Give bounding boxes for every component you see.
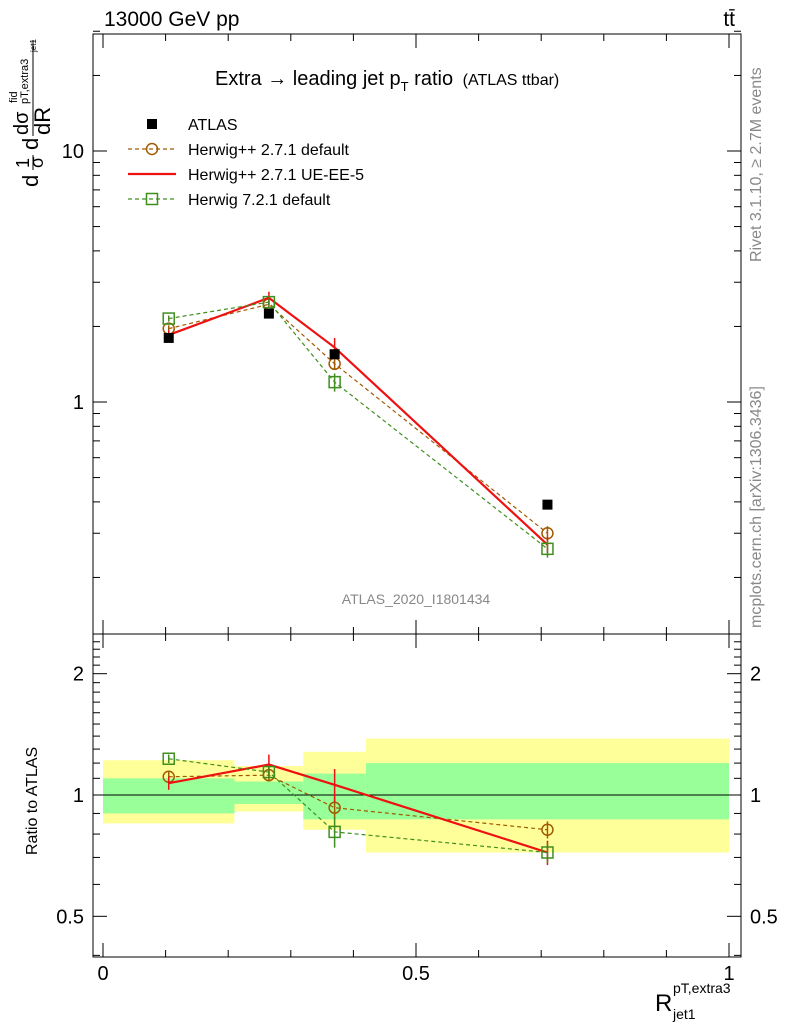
main-point: [541, 542, 554, 556]
analysis-label: ATLAS_2020_I1801434: [342, 591, 491, 607]
main-y-axis-label: d 1 σ d dσ fid pT,extra3 jet1 dR: [8, 39, 55, 187]
ratio-y-tick-label: 2: [73, 664, 84, 686]
ratio-point: [328, 801, 341, 814]
main-panel-ticks: 1 10: [62, 30, 741, 634]
ratio-panel-bands: [103, 738, 729, 853]
legend: ATLAS Herwig++ 2.7.1 default Herwig++ 2.7.…: [128, 117, 364, 209]
ratio-panel-ticks: 0.5 0.5 1 1 2 2 0 0.5 1: [56, 634, 778, 985]
ylabel-d2: d: [18, 138, 43, 150]
legend-label: Herwig 7.2.1 default: [188, 192, 331, 209]
legend-marker: [145, 142, 159, 156]
ratio-series-line: [168, 763, 548, 854]
legend-marker: [145, 192, 159, 206]
main-point: [162, 312, 175, 325]
main-panel-series: [162, 291, 554, 558]
ylabel-dR: dR: [30, 107, 55, 135]
main-series-line: [168, 303, 548, 534]
main-series-line: [168, 301, 548, 550]
ratio-y-tick-label: 0.5: [56, 906, 84, 928]
main-series-line: [168, 296, 549, 546]
ratio-point: [541, 823, 554, 836]
legend-label: ATLAS: [188, 117, 238, 134]
process-label: tt̄: [723, 8, 735, 31]
ylabel-dsigma: dσ: [11, 111, 33, 135]
y-tick-label: 1: [73, 392, 84, 414]
plot-title-subscript: T: [401, 79, 409, 94]
ylabel-pt: pT,extra3: [19, 59, 31, 104]
x-tick-label: 1: [723, 963, 734, 985]
ratio-point: [328, 825, 341, 839]
rivet-label: Rivet 3.1.10, ≥ 2.7M events: [748, 67, 765, 262]
plot-title-tail: ratio: [409, 68, 453, 90]
ylabel-sigma: σ: [27, 157, 47, 168]
ratio-y-tick-label-right: 1: [750, 785, 761, 807]
x-tick-label: 0: [97, 963, 108, 985]
ratio-point: [162, 752, 175, 766]
atlas-data-point: [542, 499, 553, 510]
ratio-band-stat: [365, 763, 729, 820]
ratio-point: [541, 846, 554, 859]
xlabel-sup: pT,extra3: [673, 980, 731, 996]
ratio-band-stat: [234, 781, 304, 804]
x-tick-label: 0.5: [402, 963, 430, 985]
ratio-y-tick-label-right: 0.5: [750, 906, 778, 928]
xlabel-main: R: [655, 990, 672, 1017]
atlas-data-point: [163, 332, 174, 343]
main-point: [328, 375, 341, 389]
ylabel-d1: d: [18, 175, 43, 187]
ratio-series-line: [168, 758, 548, 854]
y-tick-label: 10: [62, 141, 84, 163]
energy-label: 13000 GeV pp: [104, 8, 239, 31]
main-point: [262, 295, 276, 309]
x-axis-label: R pT,extra3 jet1: [655, 980, 731, 1022]
plot-title-main: Extra → leading jet p: [215, 68, 401, 90]
ratio-y-axis-label: Ratio to ATLAS: [24, 747, 41, 855]
xlabel-sub: jet1: [672, 1006, 696, 1022]
ratio-y-tick-label: 1: [73, 785, 84, 807]
plot-title: Extra → leading jet pT ratio (ATLAS ttba…: [215, 68, 559, 94]
plot-title-note: (ATLAS ttbar): [463, 72, 560, 89]
ylabel-fid: fid: [8, 91, 20, 103]
mcplots-label: mcplots.cern.ch [arXiv:1306.3436]: [748, 386, 765, 628]
legend-marker-atlas: [147, 119, 157, 129]
atlas-data-point: [329, 349, 340, 360]
ratio-y-tick-label-right: 2: [750, 664, 761, 686]
ratio-point: [262, 765, 276, 779]
atlas-data-point: [263, 308, 274, 319]
legend-label: Herwig++ 2.7.1 default: [188, 142, 350, 159]
ratio-panel-series: [162, 752, 554, 866]
ylabel-one: 1: [13, 158, 33, 168]
legend-label: Herwig++ 2.7.1 UE-EE-5: [188, 167, 364, 184]
